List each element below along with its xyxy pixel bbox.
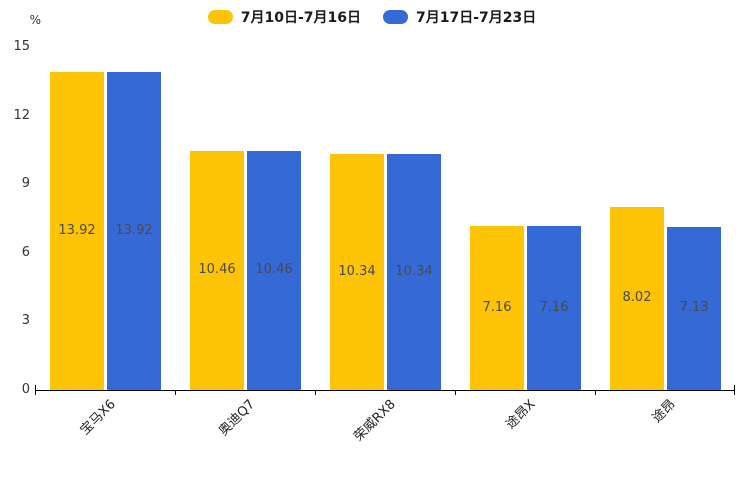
bar-value-label: 7.16	[539, 300, 569, 316]
x-axis-tick	[315, 391, 316, 395]
x-axis-category-label: 宝马X6	[77, 397, 119, 439]
bar	[50, 71, 104, 390]
y-axis-tick-label: 12	[13, 107, 30, 123]
legend-label: 7月10日-7月16日	[240, 10, 361, 26]
x-axis-tick	[734, 391, 735, 395]
bar	[387, 153, 441, 390]
x-axis-tick	[35, 391, 36, 395]
bar-value-label: 7.13	[679, 300, 709, 316]
y-axis-tick-label: 0	[21, 382, 30, 397]
bar	[247, 150, 301, 390]
y-axis-tick-label: 3	[21, 313, 30, 329]
bar	[107, 71, 161, 390]
x-axis-tick	[595, 391, 596, 395]
x-axis-category-label: 奥迪Q7	[216, 397, 259, 440]
legend: 7月10日-7月16日 7月17日-7月23日	[0, 7, 744, 27]
bar-value-label: 10.46	[255, 262, 293, 278]
y-axis-tick-label: 9	[21, 176, 30, 192]
bar-value-label: 13.92	[115, 222, 153, 238]
bar-value-label: 13.92	[58, 222, 96, 238]
x-axis-tick	[175, 391, 176, 395]
bar-value-label: 7.16	[482, 300, 512, 316]
bar	[527, 226, 581, 390]
y-axis-tick-label: 6	[21, 244, 30, 260]
y-axis-unit-label: %	[29, 13, 41, 27]
x-axis-end-cap	[734, 385, 735, 391]
bar	[610, 206, 664, 390]
legend-item-0[interactable]: 7月10日-7月16日	[207, 7, 361, 27]
bar-value-label: 10.34	[395, 263, 433, 279]
legend-swatch-icon	[383, 10, 408, 24]
bar	[330, 153, 384, 390]
bar-value-label: 8.02	[622, 290, 652, 306]
legend-item-1[interactable]: 7月17日-7月23日	[383, 7, 536, 27]
x-axis-category-label: 荣威RX8	[351, 397, 399, 445]
x-axis-category-label: 途昂	[649, 397, 679, 427]
legend-swatch-icon	[207, 10, 233, 24]
x-axis-tick	[455, 391, 456, 395]
x-axis-category-label: 途昂X	[503, 397, 539, 433]
legend-label: 7月17日-7月23日	[416, 10, 537, 26]
bar	[667, 226, 721, 390]
x-axis-end-cap	[35, 385, 36, 391]
bar	[470, 226, 524, 390]
bar	[190, 150, 244, 390]
bar-value-label: 10.46	[198, 262, 236, 278]
x-axis-line	[35, 390, 735, 391]
y-axis-tick-label: 15	[13, 39, 30, 54]
bar-value-label: 10.34	[338, 263, 376, 279]
